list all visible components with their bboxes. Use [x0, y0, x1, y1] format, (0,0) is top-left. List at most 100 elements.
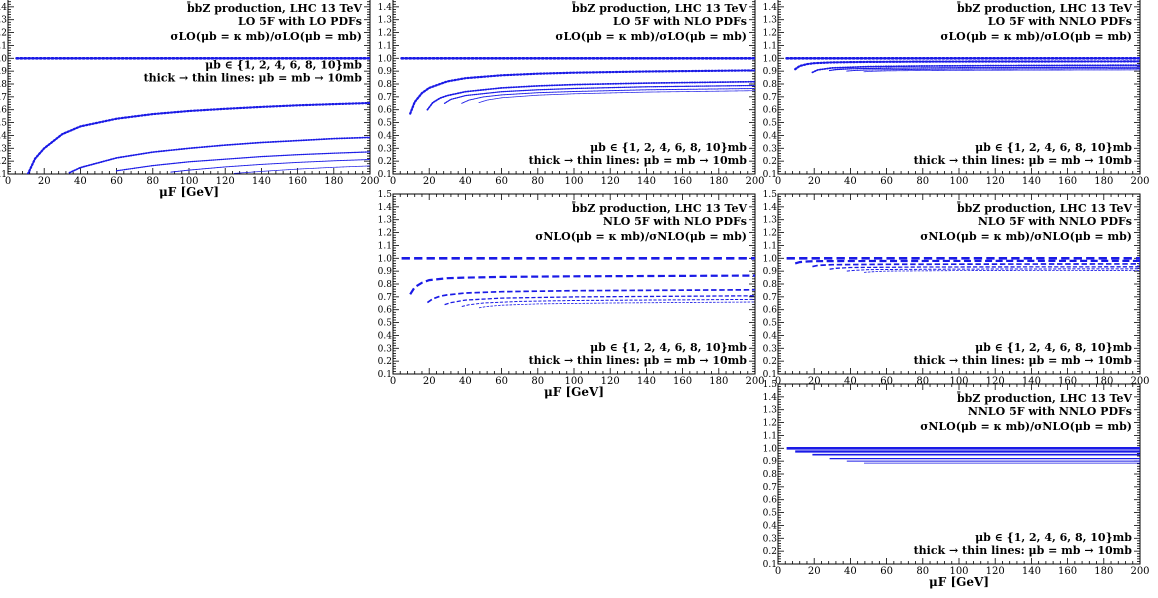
panel-subtitle: LO 5F with NNLO PDFs: [988, 15, 1132, 28]
x-tick-label: 60: [110, 176, 123, 187]
series-line-kappa-10: [478, 301, 755, 309]
panel-ratio-label: σNLO(μb = κ mb)/σNLO(μb = mb): [535, 230, 747, 243]
y-tick-label: 0.3: [763, 344, 778, 354]
y-tick-label: 0.6: [0, 106, 7, 116]
y-tick-label: 0.6: [763, 496, 778, 506]
x-tick-label: 100: [949, 566, 968, 577]
series-line-kappa-8: [846, 68, 1140, 72]
x-tick-label: 100: [179, 176, 198, 187]
y-tick-label: 1.3: [763, 216, 778, 226]
x-tick-label: 120: [216, 176, 235, 187]
y-tick-label: 0.8: [378, 280, 393, 290]
y-tick-label: 1.5: [378, 190, 393, 200]
series-line-kappa-4: [811, 64, 1140, 74]
x-tick-label: 200: [1130, 376, 1149, 387]
panel-title: b̄bZ production, LHC 13 TeV: [186, 1, 362, 15]
series-group: [785, 56, 1140, 74]
y-tick-label: 1.4: [763, 203, 778, 213]
x-tick-label: 20: [808, 176, 821, 187]
x-tick-label: 200: [745, 376, 764, 387]
x-tick-label: 180: [324, 176, 343, 187]
x-tick-label: 0: [390, 176, 396, 187]
series-line-kappa-6: [443, 84, 755, 104]
y-tick-label: 0.5: [763, 319, 778, 329]
y-tick-label: 0.1: [0, 170, 7, 180]
y-tick-label: 1.2: [763, 229, 777, 239]
y-tick-label: 1.3: [0, 16, 7, 26]
y-tick-label: 1.0: [763, 444, 778, 454]
series-line-kappa-2: [794, 60, 1140, 71]
x-tick-label: 60: [880, 566, 893, 577]
y-tick-label: 0.9: [378, 267, 393, 277]
panel-lo-nlo: 0 20 40 60 80 100 120 140 160 180 200 0.1 0.2 0.3 0.4 0…: [378, 0, 765, 187]
x-tick-label: 120: [601, 376, 620, 387]
x-tick-label: 60: [880, 376, 893, 387]
y-tick-label: 1.1: [0, 41, 7, 51]
x-axis-label: μF [GeV]: [544, 385, 604, 399]
x-tick-label: 40: [459, 376, 472, 387]
y-tick-label: 0.4: [0, 131, 7, 141]
x-tick-label: 200: [1130, 176, 1149, 187]
series-line-kappa-6: [828, 66, 1140, 72]
series-line-kappa-6: [829, 266, 1140, 270]
y-tick-label: 0.7: [763, 293, 778, 303]
y-tick-label: 0.6: [763, 106, 778, 116]
x-tick-label: 20: [423, 176, 436, 187]
y-tick-label: 0.2: [378, 157, 392, 167]
x-tick-label: 160: [1058, 376, 1077, 387]
x-tick-label: 140: [637, 176, 656, 187]
panel-annotation: thick → thin lines: μb = mb → 10mb: [914, 354, 1133, 367]
x-tick-label: 180: [1094, 176, 1113, 187]
x-axis-label: μF [GeV]: [929, 575, 989, 589]
x-tick-label: 80: [531, 176, 544, 187]
y-tick-label: 0.2: [763, 547, 777, 557]
y-tick-label: 0.7: [378, 93, 393, 103]
y-tick-label: 1.1: [378, 41, 392, 51]
x-tick-label: 40: [844, 376, 857, 387]
y-tick-label: 1.0: [378, 54, 393, 64]
y-tick-label: 0.4: [763, 331, 778, 341]
y-tick-label: 0.5: [378, 119, 393, 129]
y-tick-label: 1.3: [763, 16, 778, 26]
x-tick-label: 0: [390, 376, 396, 387]
y-tick-label: 0.7: [763, 483, 778, 493]
y-tick-label: 1.5: [763, 190, 778, 200]
y-tick-label: 1.3: [763, 406, 778, 416]
panel-annotation: thick → thin lines: μb = mb → 10mb: [914, 544, 1133, 557]
series-line-kappa-6: [115, 151, 370, 172]
y-tick-label: 1.4: [763, 3, 778, 13]
y-tick-label: 1.5: [763, 380, 778, 390]
x-tick-label: 200: [1130, 566, 1149, 577]
y-tick-label: 0.9: [763, 67, 778, 77]
x-tick-label: 40: [844, 176, 857, 187]
panel-subtitle: NLO 5F with NLO PDFs: [603, 215, 747, 228]
panel-ratio-label: σLO(μb = κ mb)/σLO(μb = mb): [940, 30, 1132, 43]
series-line-kappa-8: [461, 88, 755, 104]
y-tick-label: 0.8: [763, 80, 778, 90]
x-tick-label: 140: [1022, 176, 1041, 187]
series-line-kappa-2: [26, 101, 370, 174]
x-tick-label: 160: [673, 376, 692, 387]
series-line-kappa-2: [409, 69, 755, 115]
x-tick-label: 140: [252, 176, 271, 187]
panel-lo-lo: 0 20 40 60 80 100 120 140 160 180 200 0.1 0.2 0.3 0.4 0…: [0, 0, 380, 199]
panel-ratio-label: σNLO(μb = κ mb)/σNLO(μb = mb): [920, 420, 1132, 433]
x-tick-label: 80: [916, 566, 929, 577]
panel-subtitle: NNLO 5F with NNLO PDFs: [968, 405, 1132, 418]
x-tick-label: 0: [775, 176, 781, 187]
y-tick-label: 0.6: [378, 306, 393, 316]
y-tick-label: 1.1: [763, 41, 777, 51]
series-group: [786, 256, 1140, 273]
x-tick-label: 20: [423, 376, 436, 387]
panel-subtitle: LO 5F with LO PDFs: [238, 15, 362, 28]
y-tick-label: 0.8: [378, 80, 393, 90]
series-line-kappa-4: [426, 80, 755, 111]
series-group: [15, 56, 370, 174]
x-tick-label: 80: [916, 376, 929, 387]
series-line-kappa-2: [794, 259, 1140, 265]
series-line-kappa-10: [478, 90, 755, 103]
panel-title: b̄bZ production, LHC 13 TeV: [571, 1, 747, 15]
y-tick-label: 0.5: [0, 119, 7, 129]
y-tick-label: 0.1: [378, 370, 392, 380]
y-tick-label: 1.1: [763, 241, 777, 251]
